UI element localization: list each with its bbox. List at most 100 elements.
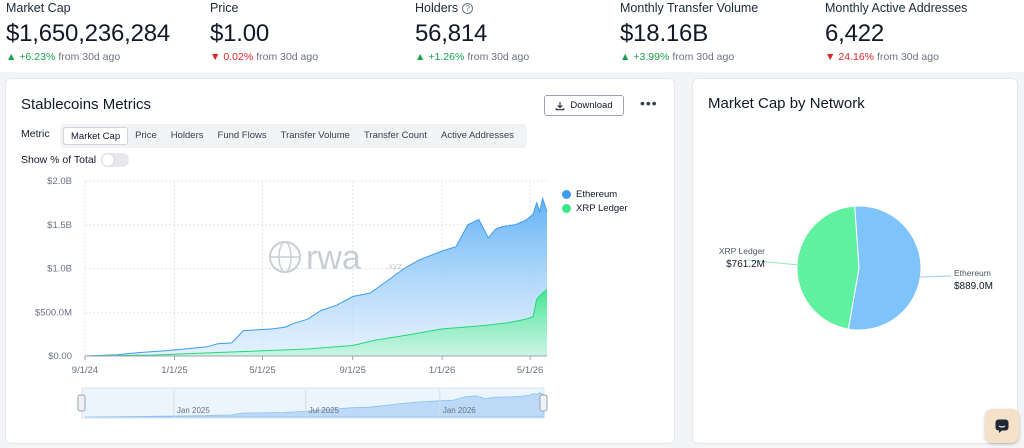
legend-item-ethereum[interactable]: Ethereum [562, 189, 617, 200]
arrow-up-icon: ▲ [415, 51, 426, 63]
series-line-xrp-ledger [84, 289, 548, 357]
x-tick-label: 5/1/25 [249, 365, 275, 376]
navigator-labels: Jan 2025 Jul 2025 Jan 2026 [173, 390, 476, 417]
chat-support-button[interactable] [985, 409, 1019, 443]
navigator-label: Jan 2026 [443, 406, 476, 415]
change-value: +6.23% [19, 51, 56, 63]
info-icon[interactable]: ? [462, 2, 474, 14]
stat-label: Monthly Transfer Volume [620, 1, 759, 15]
pie-label-ethereum-name: Ethereum [954, 268, 991, 278]
stat-change: ▼ 0.02% from 30d ago [210, 51, 318, 63]
x-tick-label: 1/1/26 [429, 365, 455, 376]
stat-value: 56,814 [415, 20, 488, 47]
x-tick-label: 5/1/26 [517, 365, 543, 376]
navigator-handle-left[interactable] [77, 394, 86, 412]
stats-bar: Market Cap $1,650,236,284 ▲ +6.23% from … [0, 0, 1024, 72]
stat-market-cap: Market Cap $1,650,236,284 ▲ +6.23% from … [6, 0, 170, 63]
card-title: Market Cap by Network [708, 95, 865, 112]
y-tick-label: $2.0B [47, 176, 72, 187]
pie-slice-xrp-ledger[interactable] [796, 205, 860, 330]
arrow-up-icon: ▲ [6, 51, 17, 63]
stat-label: Market Cap [6, 1, 71, 15]
download-button[interactable]: Download [544, 95, 624, 116]
x-tick-label: 9/1/25 [339, 365, 365, 376]
pie-label-xrp-value: $761.2M [726, 259, 765, 270]
change-suffix: from 30d ago [467, 51, 530, 63]
y-axis-ticks: $0.00 $500.0M $1.0B $1.5B $2.0B [35, 176, 72, 362]
change-suffix: from 30d ago [672, 51, 735, 63]
tab-active-addresses[interactable]: Active Addresses [440, 130, 514, 141]
legend-label: Ethereum [576, 189, 618, 200]
tab-transfer-count[interactable]: Transfer Count [363, 130, 427, 141]
stat-label-row: Holders ? [415, 0, 529, 16]
more-options-icon[interactable]: ••• [640, 95, 658, 111]
stablecoins-metrics-card: Stablecoins Metrics Download ••• Metric … [5, 78, 675, 444]
x-tick-label: 1/1/25 [161, 365, 187, 376]
navigator-label: Jul 2025 [309, 406, 340, 415]
navigator-handle-right[interactable] [539, 394, 548, 412]
stat-holders: Holders ? 56,814 ▲ +1.26% from 30d ago [415, 0, 529, 63]
network-pie-chart[interactable]: XRP Ledger $761.2M Ethereum $889.0M [693, 79, 1019, 445]
toggle-knob [102, 154, 114, 166]
navigator-area [84, 392, 545, 418]
change-suffix: from 30d ago [877, 51, 939, 63]
watermark-text: rwa [306, 239, 361, 277]
stat-label: Monthly Active Addresses [825, 1, 968, 15]
card-title: Stablecoins Metrics [21, 96, 152, 113]
range-navigator[interactable]: Jan 2025 Jul 2025 Jan 2026 [77, 387, 548, 419]
y-tick-label: $1.0B [47, 264, 72, 275]
watermark-suffix: .xyz [386, 261, 403, 271]
stat-value: 6,422 [825, 20, 885, 47]
label-leader-xrp [747, 259, 800, 266]
legend-label: XRP Ledger [576, 203, 628, 214]
watermark: rwa .xyz [269, 239, 403, 277]
x-axis-ticks: 9/1/24 1/1/25 5/1/25 9/1/25 1/1/26 5/1/26 [72, 355, 547, 376]
chat-icon [995, 419, 1009, 433]
navigator-label: Jan 2025 [177, 406, 210, 415]
series-area-ethereum [85, 198, 547, 356]
pie-slice-ethereum[interactable] [847, 205, 922, 331]
tab-price[interactable]: Price [135, 130, 157, 141]
stat-label: Price [210, 1, 239, 15]
download-label: Download [570, 100, 613, 111]
change-suffix: from 30d ago [256, 51, 319, 63]
stat-value: $18.16B [620, 20, 709, 47]
arrow-down-icon: ▼ [825, 51, 836, 63]
y-tick-label: $0.00 [48, 351, 72, 362]
legend-item-xrp-ledger[interactable]: XRP Ledger [562, 203, 628, 214]
legend-dot [562, 190, 571, 199]
y-tick-label: $1.5B [47, 220, 72, 231]
series-area-xrp-ledger [85, 289, 547, 356]
stat-value: $1,650,236,284 [6, 20, 171, 47]
stat-change: ▲ +1.26% from 30d ago [415, 51, 529, 63]
change-value: 24.16% [838, 51, 875, 63]
stat-label: Holders [415, 1, 459, 15]
label-leader-ethereum [918, 275, 952, 278]
tab-holders[interactable]: Holders [170, 130, 204, 141]
stat-change: ▲ +3.99% from 30d ago [620, 51, 758, 63]
change-value: 0.02% [223, 51, 254, 63]
x-tick-label: 9/1/24 [72, 365, 98, 376]
pie-label-xrp-name: XRP Ledger [719, 246, 765, 256]
pie-label-ethereum-value: $889.0M [954, 281, 993, 292]
show-pct-toggle[interactable] [101, 153, 129, 167]
stat-transfer-volume: Monthly Transfer Volume $18.16B ▲ +3.99%… [620, 0, 758, 63]
arrow-up-icon: ▲ [620, 51, 631, 63]
tab-transfer-volume[interactable]: Transfer Volume [280, 130, 350, 141]
metric-label: Metric [21, 128, 50, 140]
change-value: +3.99% [633, 51, 670, 63]
stat-price: Price $1.00 ▼ 0.02% from 30d ago [210, 0, 318, 63]
stat-value: $1.00 [210, 20, 270, 47]
show-pct-label: Show % of Total [21, 154, 97, 166]
y-tick-label: $500.0M [35, 307, 72, 318]
market-cap-by-network-card: Market Cap by Network XRP Ledger $761.2M… [692, 78, 1018, 444]
stat-active-addresses: Monthly Active Addresses 6,422 ▼ 24.16% … [825, 0, 967, 63]
stat-change: ▼ 24.16% from 30d ago [825, 51, 967, 63]
market-cap-area-chart[interactable]: rwa .xyz $0.00 $500.0M $1.0B $1.5B $2.0B 9/1… [6, 79, 676, 445]
change-value: +1.26% [428, 51, 465, 63]
download-icon [556, 101, 565, 110]
legend-dot [562, 204, 571, 213]
stat-change: ▲ +6.23% from 30d ago [6, 51, 170, 63]
tab-market-cap[interactable]: Market Cap [63, 127, 129, 145]
tab-fund-flows[interactable]: Fund Flows [217, 130, 267, 141]
